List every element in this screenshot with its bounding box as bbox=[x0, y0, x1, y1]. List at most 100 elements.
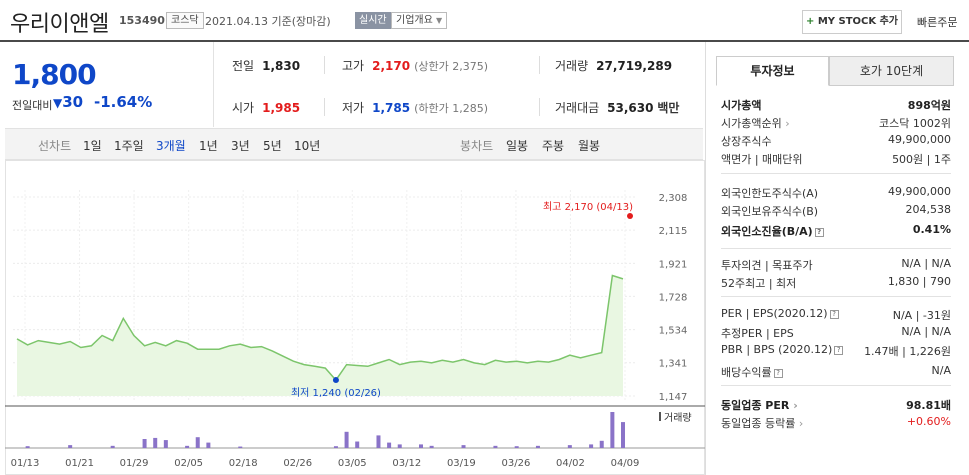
divider bbox=[324, 56, 325, 74]
low-annotation: 최저 1,240 (02/26) bbox=[291, 387, 381, 399]
tab-3m[interactable]: 3개월 bbox=[156, 139, 186, 153]
low-value: 1,785 bbox=[372, 101, 411, 115]
volume-bar bbox=[589, 444, 594, 448]
x-tick-label: 03/26 bbox=[501, 458, 530, 469]
info-row-label: PER | EPS(2020.12)? bbox=[721, 307, 839, 320]
info-row: 외국인소진율(B/A)? 0.41% bbox=[721, 223, 951, 241]
volume-bar bbox=[68, 445, 73, 448]
info-row-value: 0.41% bbox=[912, 223, 951, 236]
tab-1d[interactable]: 1일 bbox=[83, 139, 102, 153]
tab-orderbook-10[interactable]: 호가 10단계 bbox=[829, 56, 954, 86]
prev-close-value: 1,830 bbox=[262, 59, 301, 73]
low-label: 저가 bbox=[342, 101, 365, 115]
help-icon[interactable]: ? bbox=[814, 227, 824, 237]
volume-bar bbox=[419, 444, 423, 448]
info-row-value: N/A | -31원 bbox=[892, 309, 951, 322]
tab-1y[interactable]: 1년 bbox=[199, 139, 218, 153]
x-tick-label: 04/02 bbox=[556, 458, 585, 469]
chevron-right-icon[interactable]: › bbox=[781, 117, 790, 130]
help-icon[interactable]: ? bbox=[834, 345, 844, 355]
current-price-block: 1,800 전일대비 ▼30 -1.64% bbox=[0, 42, 214, 127]
volume-bar bbox=[599, 440, 604, 448]
info-row-value: N/A bbox=[931, 364, 951, 377]
info-row-value: +0.60% bbox=[906, 415, 951, 428]
volume-bar bbox=[25, 446, 30, 448]
high-label: 고가 bbox=[342, 59, 365, 73]
info-row-label: 투자의견 | 목표주가 bbox=[721, 259, 813, 272]
tab-monthly[interactable]: 월봉 bbox=[578, 139, 601, 153]
open-price: 시가 1,985 bbox=[232, 99, 300, 116]
realtime-button[interactable]: 실시간 bbox=[355, 12, 391, 29]
chevron-down-icon: ▼ bbox=[436, 16, 443, 25]
divider bbox=[721, 296, 951, 297]
trade-amount: 거래대금 53,630 백만 bbox=[555, 99, 679, 116]
info-row-label: 상장주식수 bbox=[721, 135, 772, 148]
price-metrics: 전일 1,830 고가 2,170 (상한가 2,375) 거래량 27,719,289… bbox=[214, 42, 704, 127]
candle-chart-label: 봉차트 bbox=[460, 139, 494, 153]
tab-5y[interactable]: 5년 bbox=[263, 139, 282, 153]
info-row-label: 추정PER | EPS bbox=[721, 327, 794, 340]
price-change-percent: -1.64% bbox=[94, 93, 153, 111]
volume-bar bbox=[153, 437, 158, 448]
info-row-label: 배당수익률? bbox=[721, 364, 783, 380]
volume-bar bbox=[195, 437, 200, 448]
y-tick-label: 1,921 bbox=[659, 259, 688, 270]
info-row-value: 1,830 | 790 bbox=[887, 275, 951, 288]
quick-order-link[interactable]: 빠른주문 bbox=[917, 16, 958, 29]
tab-daily[interactable]: 일봉 bbox=[506, 139, 529, 153]
divider bbox=[721, 248, 951, 249]
help-icon[interactable]: ? bbox=[773, 368, 783, 378]
x-tick-label: 01/13 bbox=[11, 458, 40, 469]
x-tick-label: 03/12 bbox=[392, 458, 421, 469]
tab-3y[interactable]: 3년 bbox=[231, 139, 250, 153]
volume-bar bbox=[376, 435, 381, 448]
info-row: 시가총액순위 › 코스닥 1002위 bbox=[721, 115, 951, 133]
volume-label: 거래량 bbox=[555, 59, 589, 73]
y-tick-label: 1,728 bbox=[659, 292, 688, 303]
add-mystock-button[interactable]: + MY STOCK 추가 bbox=[802, 10, 902, 34]
info-row-label: 외국인소진율(B/A)? bbox=[721, 223, 824, 239]
volume-bar bbox=[163, 440, 168, 448]
info-row-label: 동일업종 PER › bbox=[721, 399, 798, 412]
open-value: 1,985 bbox=[262, 101, 301, 115]
divider bbox=[721, 385, 951, 386]
high-marker bbox=[627, 213, 633, 219]
x-tick-label: 02/26 bbox=[283, 458, 312, 469]
tab-weekly[interactable]: 주봉 bbox=[542, 139, 565, 153]
tab-investment-info[interactable]: 투자정보 bbox=[716, 56, 829, 86]
chevron-right-icon[interactable]: › bbox=[789, 399, 798, 412]
volume-bar bbox=[493, 445, 498, 448]
info-row-value: 500원 | 1주 bbox=[892, 153, 951, 166]
info-row-label: 외국인한도주식수(A) bbox=[721, 187, 819, 200]
info-row-label: 액면가 | 매매단위 bbox=[721, 153, 803, 166]
volume-bar bbox=[238, 446, 243, 448]
info-row: 동일업종 PER › 98.81배 bbox=[721, 397, 951, 415]
x-tick-label: 01/29 bbox=[120, 458, 149, 469]
chevron-right-icon[interactable]: › bbox=[795, 417, 804, 430]
tab-10y[interactable]: 10년 bbox=[294, 139, 321, 153]
amount-value: 53,630 bbox=[607, 101, 654, 115]
info-row: 외국인한도주식수(A) 49,900,000 bbox=[721, 185, 951, 203]
high-price: 고가 2,170 (상한가 2,375) bbox=[342, 57, 488, 74]
help-icon[interactable]: ? bbox=[829, 309, 839, 319]
add-mystock-label: MY STOCK 추가 bbox=[817, 16, 899, 27]
price-chart-svg: 2,308 2,115 1,921 1,728 1,534 1,341 1,147 01/13… bbox=[5, 160, 705, 475]
volume-bar bbox=[567, 445, 572, 448]
volume-bar bbox=[387, 442, 392, 448]
info-row: 배당수익률? N/A bbox=[721, 364, 951, 382]
volume-bar bbox=[461, 445, 466, 448]
volume: 거래량 27,719,289 bbox=[555, 57, 672, 74]
corp-info-dropdown[interactable]: 기업개요 ▼ bbox=[391, 12, 448, 29]
divider bbox=[539, 98, 540, 116]
price-line bbox=[16, 274, 624, 382]
x-tick-label: 03/05 bbox=[338, 458, 367, 469]
header-divider bbox=[0, 40, 969, 42]
volume-bar bbox=[355, 441, 360, 448]
info-row-label: 외국인보유주식수(B) bbox=[721, 205, 819, 218]
price-area bbox=[17, 275, 623, 396]
info-row-value: 49,900,000 bbox=[888, 185, 951, 198]
x-tick-label: 02/18 bbox=[229, 458, 258, 469]
y-tick-label: 1,534 bbox=[659, 326, 688, 337]
tab-1w[interactable]: 1주일 bbox=[114, 139, 144, 153]
volume-legend-swatch bbox=[659, 412, 661, 421]
